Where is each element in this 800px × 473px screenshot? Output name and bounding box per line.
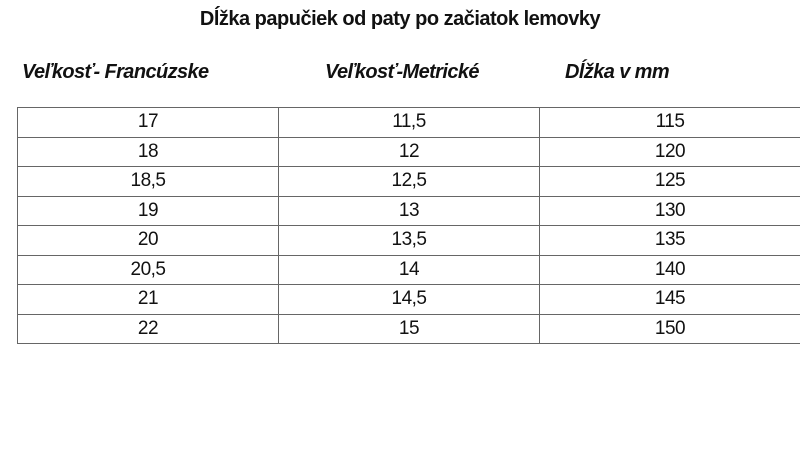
header-metric-size: Veľkosť-Metrické bbox=[325, 61, 480, 83]
cell-metric-size: 14 bbox=[278, 254, 540, 285]
cell-length-mm: 150 bbox=[539, 313, 800, 344]
cell-metric-size: 15 bbox=[278, 313, 540, 344]
cell-french-size: 22 bbox=[17, 313, 279, 344]
header-french-size: Veľkosť- Francúzske bbox=[22, 61, 209, 83]
cell-metric-size: 12,5 bbox=[278, 166, 540, 197]
cell-length-mm: 120 bbox=[539, 136, 800, 167]
cell-french-size: 20,5 bbox=[17, 254, 279, 285]
size-table: 17 11,5 115 18 12 120 18,5 12,5 125 19 13 130 20 13,5… bbox=[17, 107, 800, 344]
table-row: 20,5 14 140 bbox=[17, 254, 800, 285]
table-row: 19 13 130 bbox=[17, 195, 800, 226]
cell-length-mm: 115 bbox=[539, 107, 800, 138]
cell-french-size: 19 bbox=[17, 195, 279, 226]
table-row: 20 13,5 135 bbox=[17, 225, 800, 256]
table-row: 18,5 12,5 125 bbox=[17, 166, 800, 197]
cell-metric-size: 12 bbox=[278, 136, 540, 167]
cell-french-size: 18 bbox=[17, 136, 279, 167]
cell-length-mm: 135 bbox=[539, 225, 800, 256]
cell-length-mm: 140 bbox=[539, 254, 800, 285]
cell-french-size: 20 bbox=[17, 225, 279, 256]
table-row: 17 11,5 115 bbox=[17, 107, 800, 138]
page-title: Dĺžka papučiek od paty po začiatok lemov… bbox=[199, 8, 601, 30]
table-row: 21 14,5 145 bbox=[17, 284, 800, 315]
cell-length-mm: 125 bbox=[539, 166, 800, 197]
cell-length-mm: 145 bbox=[539, 284, 800, 315]
table-row: 22 15 150 bbox=[17, 313, 800, 344]
cell-metric-size: 11,5 bbox=[278, 107, 540, 138]
cell-metric-size: 13,5 bbox=[278, 225, 540, 256]
cell-french-size: 17 bbox=[17, 107, 279, 138]
header-length-mm: Dĺžka v mm bbox=[565, 61, 670, 83]
cell-french-size: 18,5 bbox=[17, 166, 279, 197]
cell-metric-size: 13 bbox=[278, 195, 540, 226]
cell-metric-size: 14,5 bbox=[278, 284, 540, 315]
cell-french-size: 21 bbox=[17, 284, 279, 315]
cell-length-mm: 130 bbox=[539, 195, 800, 226]
table-row: 18 12 120 bbox=[17, 136, 800, 167]
